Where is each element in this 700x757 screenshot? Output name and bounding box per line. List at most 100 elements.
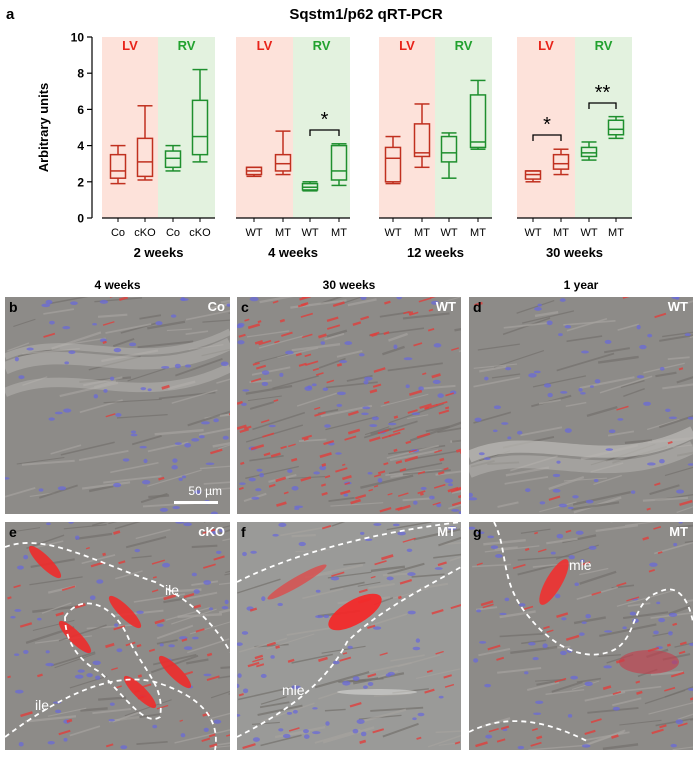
panel-letter-d: d bbox=[473, 299, 482, 315]
x-tick-label: WT bbox=[301, 227, 318, 239]
y-tick-label: 6 bbox=[77, 103, 84, 117]
panel-letter-a: a bbox=[6, 6, 15, 23]
panel-a-chart: a Sqstm1/p62 qRT-PCR LV RV LV RV LV RV LV RV 0 2 4… bbox=[6, 6, 632, 260]
region-outline bbox=[237, 566, 461, 738]
micrograph-image bbox=[5, 522, 230, 750]
micrograph-image bbox=[469, 522, 693, 750]
panel-letter-g: g bbox=[473, 524, 482, 540]
scale-bar-label: 50 µm bbox=[188, 484, 222, 498]
rv-band bbox=[158, 37, 215, 218]
box-iqr bbox=[164, 150, 182, 169]
group-label: 30 weeks bbox=[546, 245, 603, 260]
lv-band bbox=[236, 37, 293, 218]
group-label: 4 weeks bbox=[268, 245, 318, 260]
lv-label: LV bbox=[257, 38, 273, 53]
column-header: 1 year bbox=[563, 278, 599, 292]
y-tick-label: 10 bbox=[71, 31, 85, 45]
box-iqr bbox=[136, 137, 154, 178]
lv-band bbox=[517, 37, 575, 218]
box-iqr bbox=[607, 119, 625, 136]
sig-30w-lv-bracket bbox=[532, 134, 562, 141]
panel-tag: MT bbox=[437, 524, 456, 539]
region-label: ile bbox=[35, 697, 50, 713]
rv-band bbox=[435, 37, 492, 218]
panel-letter-c: c bbox=[241, 299, 249, 315]
sig-30w-rv-bracket bbox=[588, 102, 617, 109]
chart-title: Sqstm1/p62 qRT-PCR bbox=[289, 6, 443, 23]
panel-letter-b: b bbox=[9, 299, 18, 315]
lv-label: LV bbox=[399, 38, 415, 53]
sig-30w-lv-mark: * bbox=[543, 114, 551, 136]
panel-tag: MT bbox=[669, 524, 688, 539]
y-axis-label: Arbitrary units bbox=[36, 83, 51, 173]
sig-30w-rv-mark: ** bbox=[595, 82, 611, 104]
y-tick-label: 2 bbox=[77, 175, 84, 189]
box-iqr bbox=[413, 123, 431, 158]
panel-letter-e: e bbox=[9, 524, 17, 540]
micrograph-panel-g: g MT mle bbox=[469, 522, 693, 750]
panel-tag: WT bbox=[667, 299, 688, 314]
rv-label: RV bbox=[178, 38, 196, 53]
x-tick-label: MT bbox=[608, 227, 624, 239]
region-label: mle bbox=[282, 682, 305, 698]
box-iqr bbox=[330, 144, 348, 181]
x-tick-label: MT bbox=[275, 227, 291, 239]
micrograph-panel-e: e cKO ile ile bbox=[5, 522, 230, 750]
x-tick-label: WT bbox=[245, 227, 262, 239]
panel-tag: WT bbox=[435, 299, 456, 314]
x-tick-label: WT bbox=[440, 227, 457, 239]
box-iqr bbox=[552, 153, 570, 170]
x-tick-label: MT bbox=[331, 227, 347, 239]
scale-bar bbox=[174, 501, 218, 504]
micrograph-image bbox=[237, 522, 461, 750]
box-iqr bbox=[109, 153, 127, 179]
box-iqr bbox=[440, 135, 458, 163]
region-outline bbox=[5, 678, 217, 750]
x-tick-label: WT bbox=[384, 227, 401, 239]
y-tick-label: 4 bbox=[77, 139, 84, 153]
micrograph-image bbox=[469, 297, 693, 514]
x-tick-label: MT bbox=[470, 227, 486, 239]
panel-tag: cKO bbox=[198, 524, 225, 539]
x-tick-label: cKO bbox=[189, 227, 211, 239]
group-label: 12 weeks bbox=[407, 245, 464, 260]
micrograph-panel-f: f MT mle bbox=[237, 522, 461, 750]
micrograph-panel-d: d WT bbox=[469, 297, 693, 514]
sig-4w-rv-mark: * bbox=[321, 109, 329, 131]
column-header: 4 weeks bbox=[94, 278, 141, 292]
region-outline bbox=[469, 720, 590, 743]
panel-tag: Co bbox=[207, 299, 225, 314]
box-iqr bbox=[580, 146, 598, 158]
rv-label: RV bbox=[455, 38, 473, 53]
x-tick-label: WT bbox=[580, 227, 597, 239]
y-tick-label: 0 bbox=[77, 212, 84, 226]
x-tick-label: WT bbox=[524, 227, 541, 239]
rv-band bbox=[575, 37, 632, 218]
micrograph-image bbox=[5, 297, 230, 514]
box-iqr bbox=[274, 153, 292, 172]
rv-label: RV bbox=[595, 38, 613, 53]
lv-band bbox=[102, 37, 158, 218]
panel-letter-f: f bbox=[241, 524, 246, 540]
micrograph-panel-b: b Co 50 µm bbox=[5, 297, 230, 514]
region-outline bbox=[64, 602, 162, 720]
group-label: 2 weeks bbox=[134, 245, 184, 260]
box-iqr bbox=[191, 99, 209, 156]
x-tick-label: Co bbox=[111, 227, 125, 239]
box-iqr bbox=[469, 94, 487, 149]
x-tick-label: cKO bbox=[134, 227, 156, 239]
y-tick-label: 8 bbox=[77, 67, 84, 81]
box-iqr bbox=[384, 146, 402, 183]
region-outline bbox=[237, 522, 461, 583]
sig-4w-rv-bracket bbox=[309, 129, 340, 136]
lv-label: LV bbox=[538, 38, 554, 53]
micrograph-panel-c: c WT bbox=[237, 297, 461, 514]
x-tick-label: MT bbox=[553, 227, 569, 239]
region-outline bbox=[5, 542, 230, 653]
column-header: 30 weeks bbox=[322, 278, 376, 292]
rv-label: RV bbox=[313, 38, 331, 53]
x-tick-label: Co bbox=[166, 227, 180, 239]
micrograph-image bbox=[237, 297, 461, 514]
plot-area: LV RV LV RV LV RV LV RV 0 2 4 6 8 10 Arbitrary units Co… bbox=[36, 31, 632, 260]
region-label: mle bbox=[569, 557, 592, 573]
